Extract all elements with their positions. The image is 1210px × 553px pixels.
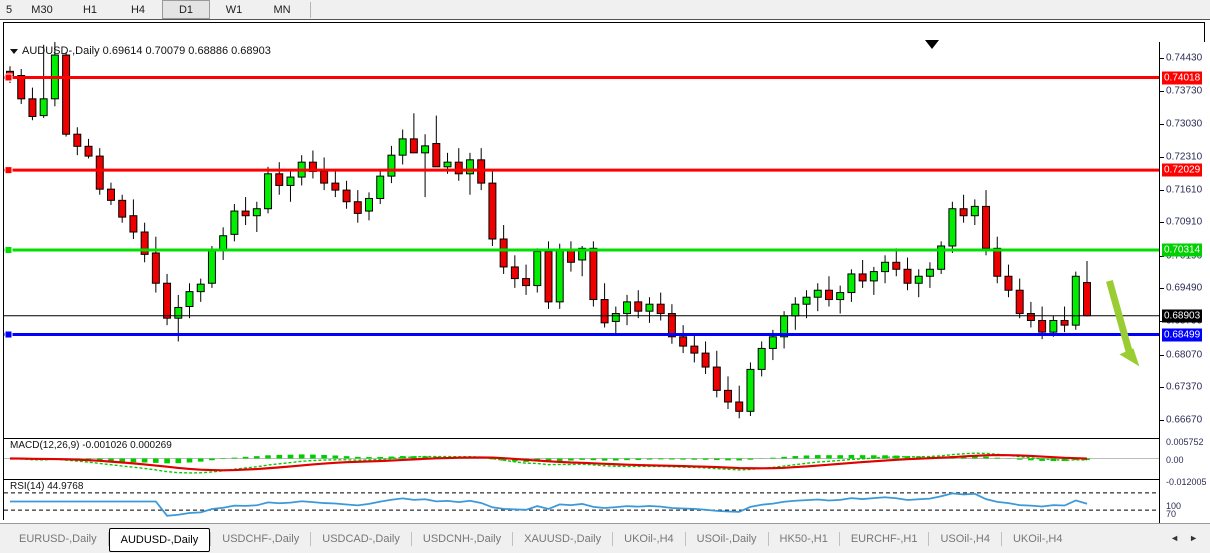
tab-separator — [107, 532, 109, 546]
chart-tab-ukoilh4[interactable]: UKOil-,H4 — [1012, 533, 1063, 545]
chart-tab-xauusddaily[interactable]: XAUUSD-,Daily — [524, 533, 602, 545]
macd-label: MACD(12,26,9) -0.001026 0.000269 — [10, 440, 172, 451]
price-axis-label: 0.67370 — [1166, 381, 1203, 393]
timeframe-toolbar: 5 M30 H1 H4 D1 W1 MN — [0, 0, 1210, 20]
price-axis-tick — [1160, 157, 1164, 158]
chart-tab-eurchfh1[interactable]: EURCHF-,H1 — [850, 533, 918, 545]
chart-area[interactable]: AUDUSD-,Daily 0.69614 0.70079 0.68886 0.… — [0, 19, 1210, 545]
tab-separator — [410, 532, 412, 546]
tab-separator — [767, 532, 769, 546]
price-axis-label: 0.73730 — [1166, 85, 1203, 97]
macd-axis-label: 0.00 — [1166, 455, 1184, 465]
macd-axis-label: 0.005752 — [1166, 437, 1204, 447]
price-axis-tick — [1160, 419, 1164, 421]
macd-plot — [4, 452, 1159, 474]
price-level-badge-red[interactable]: 0.74018 — [1162, 71, 1203, 84]
chart-tab-usdcaddaily[interactable]: USDCAD-,Daily — [322, 533, 400, 545]
candlestick-plot — [4, 42, 1159, 419]
rsi-plot — [4, 492, 1159, 517]
price-axis-tick — [1160, 288, 1164, 290]
down-arrow-annotation — [1106, 279, 1140, 367]
tab-separator — [612, 532, 614, 546]
price-level-badge-black[interactable]: 0.68903 — [1162, 309, 1203, 323]
tab-scroll-controls[interactable]: ◄ ► — [1170, 533, 1210, 543]
tab-separator — [928, 532, 930, 546]
timeframe-button-h1[interactable]: H1 — [82, 3, 98, 16]
tab-separator — [1000, 532, 1002, 546]
macd-pane[interactable]: MACD(12,26,9) -0.001026 0.000269 — [4, 438, 1159, 478]
price-axis-tick — [1160, 222, 1164, 224]
tab-separator — [684, 532, 686, 546]
timeframe-button-d1[interactable]: D1 — [162, 0, 210, 19]
price-axis-tick — [1160, 90, 1164, 92]
chart-tab-usoilh4[interactable]: USOil-,H4 — [940, 533, 990, 545]
timeframe-button-5[interactable]: 5 — [5, 3, 13, 16]
timeframe-button-h4[interactable]: H4 — [130, 3, 146, 16]
macd-axis-label: -0.012005 — [1166, 477, 1207, 487]
price-axis-tick — [1160, 387, 1164, 389]
scroll-right-icon[interactable]: ► — [1189, 533, 1198, 543]
price-axis-label: 0.71610 — [1166, 184, 1203, 196]
tab-separator — [310, 532, 312, 546]
price-axis-tick — [1160, 123, 1164, 125]
price-axis-label: 0.73030 — [1166, 118, 1203, 129]
tab-separator — [210, 532, 212, 546]
price-axis-label: 0.69490 — [1166, 282, 1203, 294]
timeframe-button-m30[interactable]: M30 — [31, 3, 53, 16]
price-pane[interactable] — [4, 42, 1159, 436]
price-axis-tick — [1160, 58, 1164, 60]
timeframe-button-mn[interactable]: MN — [273, 3, 291, 16]
price-axis-tick — [1160, 354, 1164, 356]
rsi-axis-label: 70 — [1166, 509, 1177, 519]
price-level-badge-red[interactable]: 0.72029 — [1162, 163, 1203, 177]
chart-tab-usoildaily[interactable]: USOil-,Daily — [696, 533, 757, 545]
chart-tab-eurusddaily[interactable]: EURUSD-,Daily — [19, 533, 97, 545]
chart-header-label: AUDUSD-,Daily 0.69614 0.70079 0.68886 0.… — [10, 45, 271, 57]
price-axis-label: 0.70910 — [1166, 216, 1203, 228]
chart-tab-usdchfdaily[interactable]: USDCHF-,Daily — [222, 533, 300, 545]
price-axis-label: 0.66670 — [1166, 414, 1203, 426]
tab-separator — [838, 532, 840, 546]
chart-tab-hk50h1[interactable]: HK50-,H1 — [779, 533, 828, 545]
price-axis-label: 0.68070 — [1166, 349, 1203, 360]
chart-collapse-caret-icon[interactable] — [10, 48, 18, 54]
price-level-badge-green[interactable]: 0.70314 — [1162, 243, 1203, 257]
rsi-axis-label: 100 — [1166, 501, 1182, 511]
timeframe-button-w1[interactable]: W1 — [225, 3, 243, 16]
price-axis-tick — [1160, 189, 1164, 191]
chart-tab-usdcnhdaily[interactable]: USDCNH-,Daily — [422, 533, 502, 545]
price-axis[interactable]: 0.74430 0.73730 0.73030 0.72310 0.71610 0.709… — [1159, 42, 1207, 545]
chart-top-marker-icon — [925, 40, 939, 49]
rsi-label: RSI(14) 44.9768 — [10, 481, 84, 492]
price-axis-label: 0.74430 — [1166, 52, 1203, 64]
price-axis-label: 0.72310 — [1166, 151, 1203, 163]
chart-tab-ukoilh4[interactable]: UKOil-,H4 — [624, 533, 674, 545]
rsi-pane[interactable]: RSI(14) 44.9768 — [4, 479, 1159, 523]
toolbar-separator — [310, 1, 311, 18]
scroll-left-icon[interactable]: ◄ — [1170, 533, 1180, 543]
chart-tab-audusddaily[interactable]: AUDUSD-,Daily — [108, 528, 211, 552]
price-level-badge-blue[interactable]: 0.68499 — [1162, 328, 1203, 341]
symbol-ohlc-text: AUDUSD-,Daily 0.69614 0.70079 0.68886 0.… — [22, 45, 271, 57]
tab-separator — [512, 532, 514, 546]
chart-tab-bar[interactable]: EURUSD-,Daily AUDUSD-,Daily USDCHF-,Daily U… — [0, 523, 1210, 553]
